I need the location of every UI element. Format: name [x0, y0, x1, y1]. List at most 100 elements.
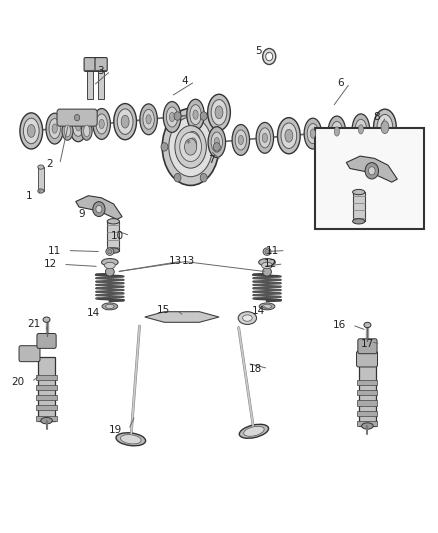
- Ellipse shape: [184, 139, 197, 155]
- Ellipse shape: [259, 303, 275, 310]
- Ellipse shape: [170, 112, 175, 122]
- Ellipse shape: [263, 49, 276, 64]
- FancyBboxPatch shape: [95, 58, 107, 71]
- Ellipse shape: [99, 119, 104, 128]
- Ellipse shape: [243, 315, 252, 321]
- Bar: [357, 400, 378, 406]
- Ellipse shape: [93, 109, 110, 139]
- Circle shape: [174, 112, 181, 120]
- Bar: [353, 192, 365, 221]
- Polygon shape: [346, 156, 397, 182]
- FancyBboxPatch shape: [37, 334, 56, 349]
- Ellipse shape: [106, 248, 114, 255]
- Text: 4: 4: [182, 77, 188, 86]
- Ellipse shape: [46, 113, 64, 144]
- Ellipse shape: [180, 132, 201, 161]
- Text: 10: 10: [111, 231, 124, 241]
- Ellipse shape: [239, 424, 268, 438]
- Ellipse shape: [377, 115, 393, 140]
- Ellipse shape: [64, 125, 71, 137]
- Ellipse shape: [208, 94, 230, 131]
- Bar: [357, 421, 378, 426]
- Ellipse shape: [256, 123, 274, 154]
- Ellipse shape: [262, 133, 268, 142]
- Bar: [36, 406, 57, 410]
- Bar: [357, 390, 378, 395]
- Ellipse shape: [96, 114, 107, 134]
- Ellipse shape: [353, 189, 365, 195]
- Ellipse shape: [261, 262, 272, 269]
- Ellipse shape: [334, 127, 339, 136]
- Text: 1: 1: [25, 191, 32, 201]
- Ellipse shape: [285, 130, 293, 142]
- Ellipse shape: [304, 118, 321, 149]
- Ellipse shape: [238, 312, 257, 325]
- Ellipse shape: [120, 434, 141, 444]
- Ellipse shape: [70, 111, 87, 142]
- Text: 11: 11: [266, 246, 279, 255]
- Text: *: *: [186, 139, 191, 149]
- Ellipse shape: [23, 118, 39, 144]
- FancyBboxPatch shape: [19, 346, 40, 362]
- Text: 14: 14: [87, 308, 100, 318]
- Bar: [359, 362, 376, 426]
- Circle shape: [96, 205, 102, 213]
- Ellipse shape: [331, 122, 343, 141]
- Ellipse shape: [84, 125, 90, 137]
- Ellipse shape: [121, 115, 129, 128]
- Ellipse shape: [73, 116, 84, 136]
- Ellipse shape: [259, 128, 271, 148]
- Ellipse shape: [108, 249, 112, 254]
- Ellipse shape: [104, 262, 115, 269]
- Ellipse shape: [211, 100, 227, 125]
- Ellipse shape: [381, 121, 389, 134]
- Text: 3: 3: [98, 66, 104, 76]
- Ellipse shape: [215, 106, 223, 119]
- Text: 13: 13: [182, 256, 195, 266]
- Ellipse shape: [352, 114, 370, 145]
- Text: 15: 15: [157, 305, 170, 315]
- Bar: [36, 385, 57, 390]
- Ellipse shape: [353, 219, 365, 224]
- Ellipse shape: [310, 129, 315, 138]
- Ellipse shape: [362, 423, 373, 429]
- Ellipse shape: [208, 127, 226, 158]
- Text: 5: 5: [255, 46, 261, 56]
- Text: 8: 8: [373, 111, 380, 122]
- Bar: [87, 70, 93, 99]
- FancyBboxPatch shape: [84, 58, 96, 71]
- Ellipse shape: [193, 110, 198, 119]
- Ellipse shape: [20, 113, 42, 149]
- Ellipse shape: [211, 132, 223, 152]
- Ellipse shape: [166, 107, 178, 127]
- Ellipse shape: [81, 122, 92, 140]
- Ellipse shape: [263, 248, 271, 255]
- Text: 20: 20: [11, 377, 25, 387]
- Bar: [357, 380, 378, 385]
- Ellipse shape: [190, 104, 201, 125]
- Text: 12: 12: [43, 260, 57, 269]
- Bar: [357, 410, 378, 416]
- Ellipse shape: [355, 119, 367, 139]
- Ellipse shape: [38, 189, 44, 193]
- Text: 11: 11: [48, 246, 61, 255]
- Ellipse shape: [41, 417, 53, 424]
- Text: 12: 12: [264, 259, 277, 269]
- Ellipse shape: [374, 109, 396, 146]
- Ellipse shape: [187, 99, 204, 130]
- Ellipse shape: [263, 268, 272, 276]
- Ellipse shape: [169, 117, 212, 176]
- Text: 19: 19: [109, 425, 122, 435]
- Text: 14: 14: [251, 306, 265, 316]
- Ellipse shape: [114, 103, 137, 140]
- Circle shape: [213, 143, 220, 151]
- Ellipse shape: [38, 165, 44, 169]
- FancyBboxPatch shape: [357, 351, 378, 367]
- Text: 13: 13: [169, 256, 182, 266]
- Ellipse shape: [175, 126, 206, 168]
- Ellipse shape: [43, 317, 50, 322]
- Ellipse shape: [214, 138, 219, 147]
- Bar: [107, 221, 120, 251]
- Ellipse shape: [278, 118, 300, 154]
- Ellipse shape: [265, 249, 269, 254]
